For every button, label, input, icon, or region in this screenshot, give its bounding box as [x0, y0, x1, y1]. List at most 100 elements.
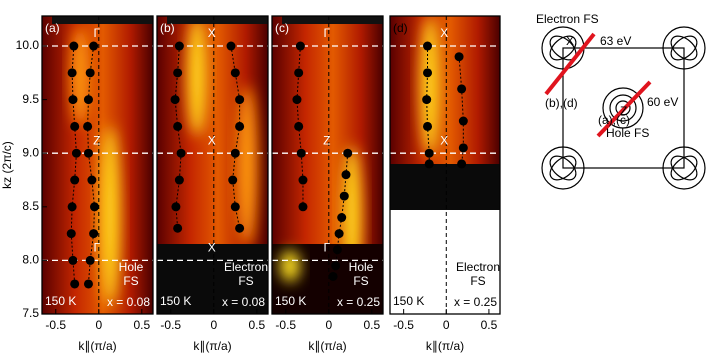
x-tick-label: 0.5	[363, 318, 380, 332]
diagram-label: X	[566, 34, 574, 48]
data-point	[85, 68, 95, 78]
data-point	[458, 116, 468, 126]
diagram-label: 60 eV	[647, 95, 678, 109]
zone-boundary	[562, 47, 685, 169]
y-tick-label: 10.0	[16, 38, 40, 52]
fs-label: FS	[353, 274, 368, 288]
data-point	[228, 175, 238, 185]
y-tick-label: 7.5	[22, 306, 39, 320]
y-tick-label: 9.0	[22, 145, 39, 159]
data-point	[68, 95, 78, 105]
data-point	[423, 68, 433, 78]
data-point	[226, 41, 236, 51]
fs-label: Electron	[224, 260, 268, 274]
x-tick-label: 0	[325, 318, 332, 332]
data-point	[298, 175, 308, 185]
data-point	[174, 41, 184, 51]
x-axis-label: k∥(π/a)	[78, 339, 116, 353]
data-point	[171, 202, 181, 212]
fs-label: FS	[470, 274, 485, 288]
fs-label: FS	[123, 274, 138, 288]
x-tick-label: 0	[210, 318, 217, 332]
x-axis-label: k∥(π/a)	[426, 339, 464, 353]
data-point	[457, 84, 467, 94]
data-point	[423, 41, 433, 51]
data-point	[337, 213, 347, 223]
symmetry-label: X	[208, 241, 216, 255]
data-point	[230, 148, 240, 158]
fs-label: Hole	[349, 260, 374, 274]
x-axis-label: k∥(π/a)	[308, 339, 346, 353]
data-point	[66, 229, 76, 239]
data-point	[83, 279, 93, 289]
dispersion-trace	[174, 45, 182, 229]
data-point	[173, 68, 183, 78]
panel	[157, 16, 268, 314]
doping-label: x = 0.08	[107, 295, 150, 309]
x-tick-label: 0.5	[133, 318, 150, 332]
data-point	[339, 191, 349, 201]
data-point	[173, 121, 183, 131]
y-tick-label: 8.5	[22, 199, 39, 213]
data-point	[69, 41, 79, 51]
intensity-map	[157, 16, 268, 314]
data-point	[298, 202, 308, 212]
x-tick-label: -0.5	[160, 318, 181, 332]
panel-frame	[389, 15, 501, 315]
data-point	[422, 95, 432, 105]
symmetry-label: X	[440, 133, 448, 147]
diagram-label: Z	[620, 104, 627, 118]
x-tick-label: 0	[443, 318, 450, 332]
data-point	[235, 223, 245, 233]
data-point	[67, 68, 77, 78]
panel-label: (c)	[275, 21, 289, 35]
symmetry-label: Γ	[93, 26, 100, 40]
symmetry-label: Z	[93, 133, 100, 147]
data-point	[89, 202, 99, 212]
data-point	[235, 121, 245, 131]
data-point	[292, 95, 302, 105]
doping-label: x = 0.25	[337, 295, 380, 309]
fs-label: FS	[238, 274, 253, 288]
diagram-label: (a),(c)	[598, 113, 630, 127]
intensity-map	[390, 16, 500, 314]
fs-label: Electron	[456, 260, 500, 274]
x-tick-label: -0.5	[393, 318, 414, 332]
diagram-label: Hole FS	[606, 126, 649, 140]
panel	[272, 16, 383, 314]
data-point	[454, 52, 464, 62]
panel-label: (b)	[160, 21, 175, 35]
data-point	[295, 41, 305, 51]
doping-label: x = 0.08	[222, 295, 265, 309]
x-tick-label: -0.5	[45, 318, 66, 332]
data-point	[83, 95, 93, 105]
intensity-map	[272, 16, 383, 314]
y-tick-label: 8.0	[22, 253, 39, 267]
data-point	[423, 121, 433, 131]
electron-pocket	[662, 26, 706, 70]
data-point	[294, 121, 304, 131]
data-point	[71, 148, 81, 158]
x-tick-label: 0.5	[481, 318, 498, 332]
electron-pocket	[541, 146, 585, 190]
panel-frame	[41, 15, 154, 315]
data-point	[235, 95, 245, 105]
x-axis-label: k∥(π/a)	[193, 339, 231, 353]
temperature-label: 150 K	[275, 294, 306, 308]
cut-line	[596, 80, 652, 138]
data-point	[294, 68, 304, 78]
data-point	[68, 255, 78, 265]
data-point	[296, 148, 306, 158]
data-point	[230, 68, 240, 78]
data-point	[170, 95, 180, 105]
data-point	[67, 202, 77, 212]
data-point	[87, 175, 97, 185]
symmetry-label: X	[440, 26, 448, 40]
symmetry-label: X	[208, 26, 216, 40]
panel-frame	[271, 15, 384, 315]
data-point	[424, 148, 434, 158]
x-tick-label: -0.5	[275, 318, 296, 332]
data-point	[89, 229, 99, 239]
